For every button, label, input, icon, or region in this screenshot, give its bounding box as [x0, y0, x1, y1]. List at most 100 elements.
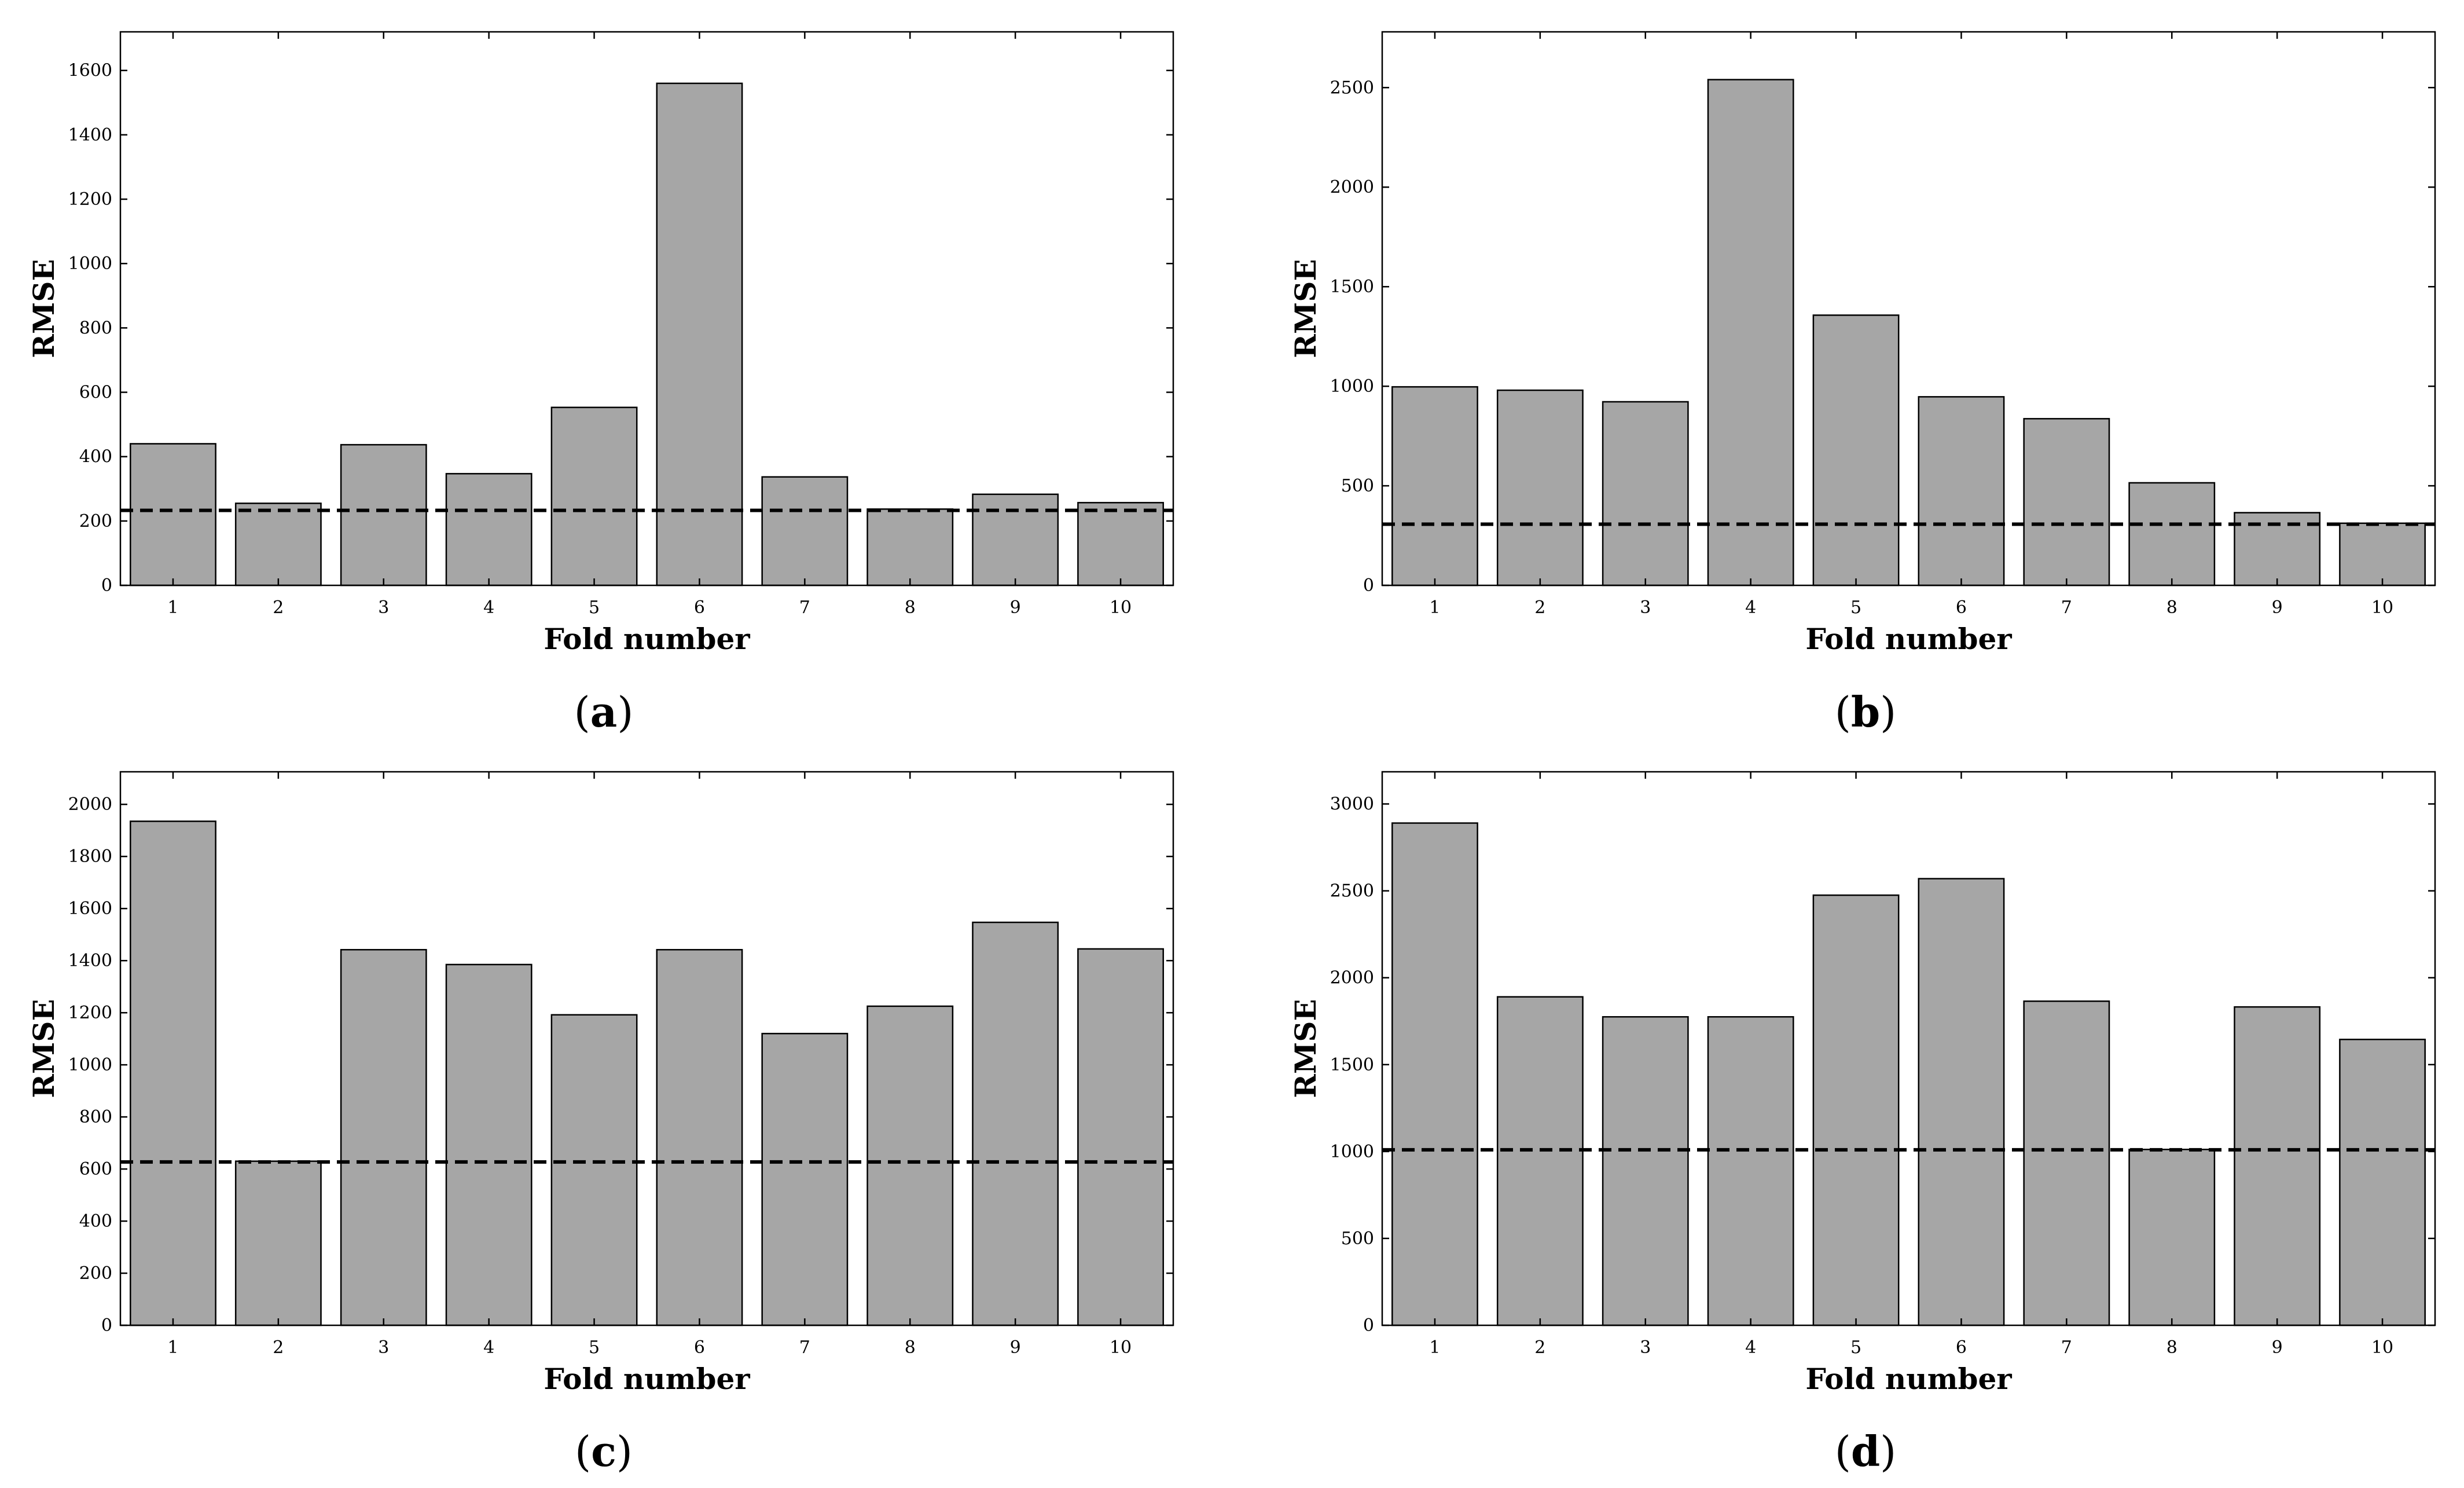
bar-b-fold-6 — [1918, 396, 2005, 587]
x-tick-label-b-5: 5 — [1850, 598, 1861, 618]
panel-label-b-open: ( — [1835, 688, 1851, 736]
bar-b-fold-2 — [1496, 389, 1584, 587]
x-tick-label-c-3: 3 — [378, 1337, 389, 1358]
x-tick-label-a-6: 6 — [694, 598, 705, 618]
bar-d-fold-5 — [1812, 894, 1900, 1326]
y-tick-label-a-1000: 1000 — [68, 254, 112, 274]
x-tick-label-a-1: 1 — [167, 598, 178, 618]
x-tick-label-a-9: 9 — [1010, 598, 1021, 618]
y-tick-label-d-1500: 1500 — [1330, 1055, 1374, 1075]
y-tick-label-a-0: 0 — [101, 576, 112, 596]
panel-label-b-letter: b — [1851, 687, 1880, 736]
x-tick-label-d-7: 7 — [2061, 1337, 2072, 1358]
bar-a-fold-8 — [866, 508, 954, 587]
chart-panel-b: 0 500 1000 1500 2000 2500 1 2 3 4 5 6 7 8 9 10 Fold numb… — [1288, 31, 2436, 656]
plot-frame-a — [119, 31, 1174, 587]
bar-b-fold-3 — [1602, 401, 1689, 587]
panel-label-a: (a) — [574, 687, 634, 736]
y-tick-label-a-600: 600 — [79, 383, 112, 403]
x-tick-label-a-5: 5 — [589, 598, 600, 618]
y-axis-title-c: RMSE — [27, 999, 61, 1098]
bar-b-fold-1 — [1391, 386, 1478, 587]
bar-a-fold-5 — [550, 406, 638, 587]
x-tick-label-b-7: 7 — [2061, 598, 2072, 618]
bar-a-fold-2 — [234, 503, 322, 587]
y-tick-label-a-1400: 1400 — [68, 125, 112, 145]
y-tick-label-b-500: 500 — [1341, 476, 1374, 496]
bar-d-fold-4 — [1707, 1016, 1794, 1326]
y-tick-label-c-1000: 1000 — [68, 1055, 112, 1075]
bar-c-fold-2 — [234, 1160, 322, 1326]
y-tick-label-b-1000: 1000 — [1330, 376, 1374, 397]
y-tick-label-c-800: 800 — [79, 1107, 112, 1127]
y-tick-label-d-2000: 2000 — [1330, 968, 1374, 988]
panel-label-c: (c) — [575, 1427, 633, 1476]
y-tick-label-a-200: 200 — [79, 511, 112, 532]
bar-a-fold-9 — [972, 493, 1059, 587]
bar-d-fold-10 — [2339, 1038, 2426, 1326]
bar-c-fold-7 — [761, 1032, 849, 1326]
bar-a-fold-4 — [445, 472, 533, 587]
panel-label-a-letter: a — [590, 687, 618, 736]
x-tick-label-a-10: 10 — [1110, 598, 1132, 618]
x-tick-label-c-2: 2 — [273, 1337, 284, 1358]
bar-d-fold-9 — [2234, 1006, 2321, 1326]
bar-b-fold-5 — [1812, 314, 1900, 587]
y-tick-label-a-400: 400 — [79, 447, 112, 467]
bar-c-fold-1 — [130, 820, 216, 1326]
x-tick-label-d-3: 3 — [1640, 1337, 1651, 1358]
x-tick-label-d-6: 6 — [1956, 1337, 1967, 1358]
y-tick-label-a-1200: 1200 — [68, 189, 112, 210]
x-tick-label-a-8: 8 — [905, 598, 916, 618]
y-tick-label-d-0: 0 — [1363, 1315, 1374, 1336]
chart-panel-c: 0 200 400 600 800 1000 1200 1400 1600 1800 2000 1 2 3… — [27, 771, 1174, 1396]
bar-b-fold-4 — [1707, 79, 1794, 587]
y-tick-label-b-2500: 2500 — [1330, 78, 1374, 98]
bar-a-fold-10 — [1077, 501, 1164, 587]
plot-frame-d — [1381, 771, 2436, 1326]
y-tick-label-c-1800: 1800 — [68, 846, 112, 867]
y-tick-label-c-0: 0 — [101, 1315, 112, 1336]
panel-label-a-open: ( — [574, 688, 590, 736]
x-tick-label-c-8: 8 — [905, 1337, 916, 1358]
bar-d-fold-2 — [1496, 996, 1584, 1326]
x-tick-label-c-6: 6 — [694, 1337, 705, 1358]
x-tick-label-c-9: 9 — [1010, 1337, 1021, 1358]
y-tick-label-c-1600: 1600 — [68, 899, 112, 919]
bar-a-fold-1 — [130, 443, 216, 587]
chart-panel-d: 0 500 1000 1500 2000 2500 3000 1 2 3 4 5 6 7 8 9 10 Fold … — [1288, 771, 2436, 1396]
panel-label-c-close: ) — [616, 1427, 633, 1476]
bar-b-fold-8 — [2128, 482, 2216, 587]
bar-c-fold-9 — [972, 921, 1059, 1326]
y-tick-label-b-0: 0 — [1363, 576, 1374, 596]
x-tick-label-d-9: 9 — [2272, 1337, 2283, 1358]
x-tick-label-c-4: 4 — [483, 1337, 494, 1358]
y-tick-label-b-2000: 2000 — [1330, 177, 1374, 197]
panel-label-d-letter: d — [1851, 1427, 1880, 1476]
x-tick-label-c-7: 7 — [799, 1337, 810, 1358]
bar-a-fold-3 — [340, 444, 427, 587]
panel-label-c-letter: c — [591, 1427, 616, 1476]
x-tick-label-a-4: 4 — [483, 598, 494, 618]
x-tick-label-c-1: 1 — [167, 1337, 178, 1358]
y-tick-label-d-2500: 2500 — [1330, 881, 1374, 901]
y-tick-label-c-2000: 2000 — [68, 794, 112, 815]
y-tick-label-d-3000: 3000 — [1330, 794, 1374, 815]
bar-b-fold-7 — [2023, 417, 2110, 587]
bar-c-fold-4 — [445, 963, 533, 1326]
panel-label-a-close: ) — [617, 688, 633, 736]
x-tick-label-a-3: 3 — [378, 598, 389, 618]
plot-frame-c — [119, 771, 1174, 1326]
bar-b-fold-10 — [2339, 522, 2426, 587]
bar-c-fold-10 — [1077, 948, 1164, 1326]
x-tick-label-d-8: 8 — [2166, 1337, 2177, 1358]
x-tick-label-b-4: 4 — [1745, 598, 1756, 618]
x-tick-label-c-10: 10 — [1110, 1337, 1132, 1358]
bar-c-fold-3 — [340, 949, 427, 1326]
panel-label-d: (d) — [1835, 1427, 1897, 1476]
y-tick-label-c-1400: 1400 — [68, 951, 112, 971]
y-tick-label-a-1600: 1600 — [68, 61, 112, 81]
y-tick-label-c-200: 200 — [79, 1263, 112, 1284]
y-axis-title-a: RMSE — [27, 259, 61, 358]
